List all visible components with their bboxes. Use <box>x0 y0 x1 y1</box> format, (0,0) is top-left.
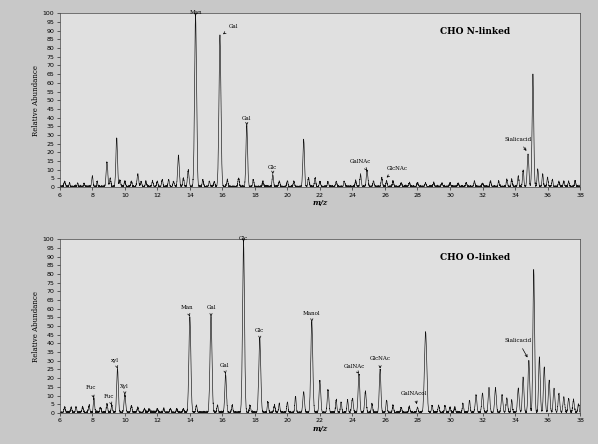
X-axis label: m/z: m/z <box>312 425 328 433</box>
Text: Manol: Manol <box>303 311 321 321</box>
Text: Xyl: Xyl <box>120 384 129 394</box>
Text: Glc: Glc <box>239 236 248 241</box>
Text: Man: Man <box>189 10 202 16</box>
Text: Sialicacid: Sialicacid <box>505 137 532 150</box>
Text: GlcNAc: GlcNAc <box>370 356 390 368</box>
Text: Gal: Gal <box>219 363 229 373</box>
Text: Glc: Glc <box>269 165 277 173</box>
Y-axis label: Relative Abundance: Relative Abundance <box>32 290 40 361</box>
Text: Glc: Glc <box>255 328 264 339</box>
Text: Gal: Gal <box>206 305 216 316</box>
Text: Man: Man <box>181 305 193 316</box>
Text: CHO N-linked: CHO N-linked <box>440 27 509 36</box>
Y-axis label: Relative Abundance: Relative Abundance <box>32 65 40 136</box>
Text: Fuc: Fuc <box>103 394 114 404</box>
Text: CHO O-linked: CHO O-linked <box>440 253 509 262</box>
X-axis label: m/z: m/z <box>312 199 328 207</box>
Text: Fuc: Fuc <box>86 385 96 397</box>
Text: GalNAc: GalNAc <box>343 365 365 373</box>
Text: xyl: xyl <box>111 357 119 368</box>
Text: Gal: Gal <box>224 24 239 34</box>
Text: Sialicacid: Sialicacid <box>505 338 532 357</box>
Text: GlcNAc: GlcNAc <box>386 166 407 177</box>
Text: Gal: Gal <box>242 116 252 125</box>
Text: GalNAc: GalNAc <box>350 159 371 170</box>
Text: GalNAcol: GalNAcol <box>401 391 428 404</box>
